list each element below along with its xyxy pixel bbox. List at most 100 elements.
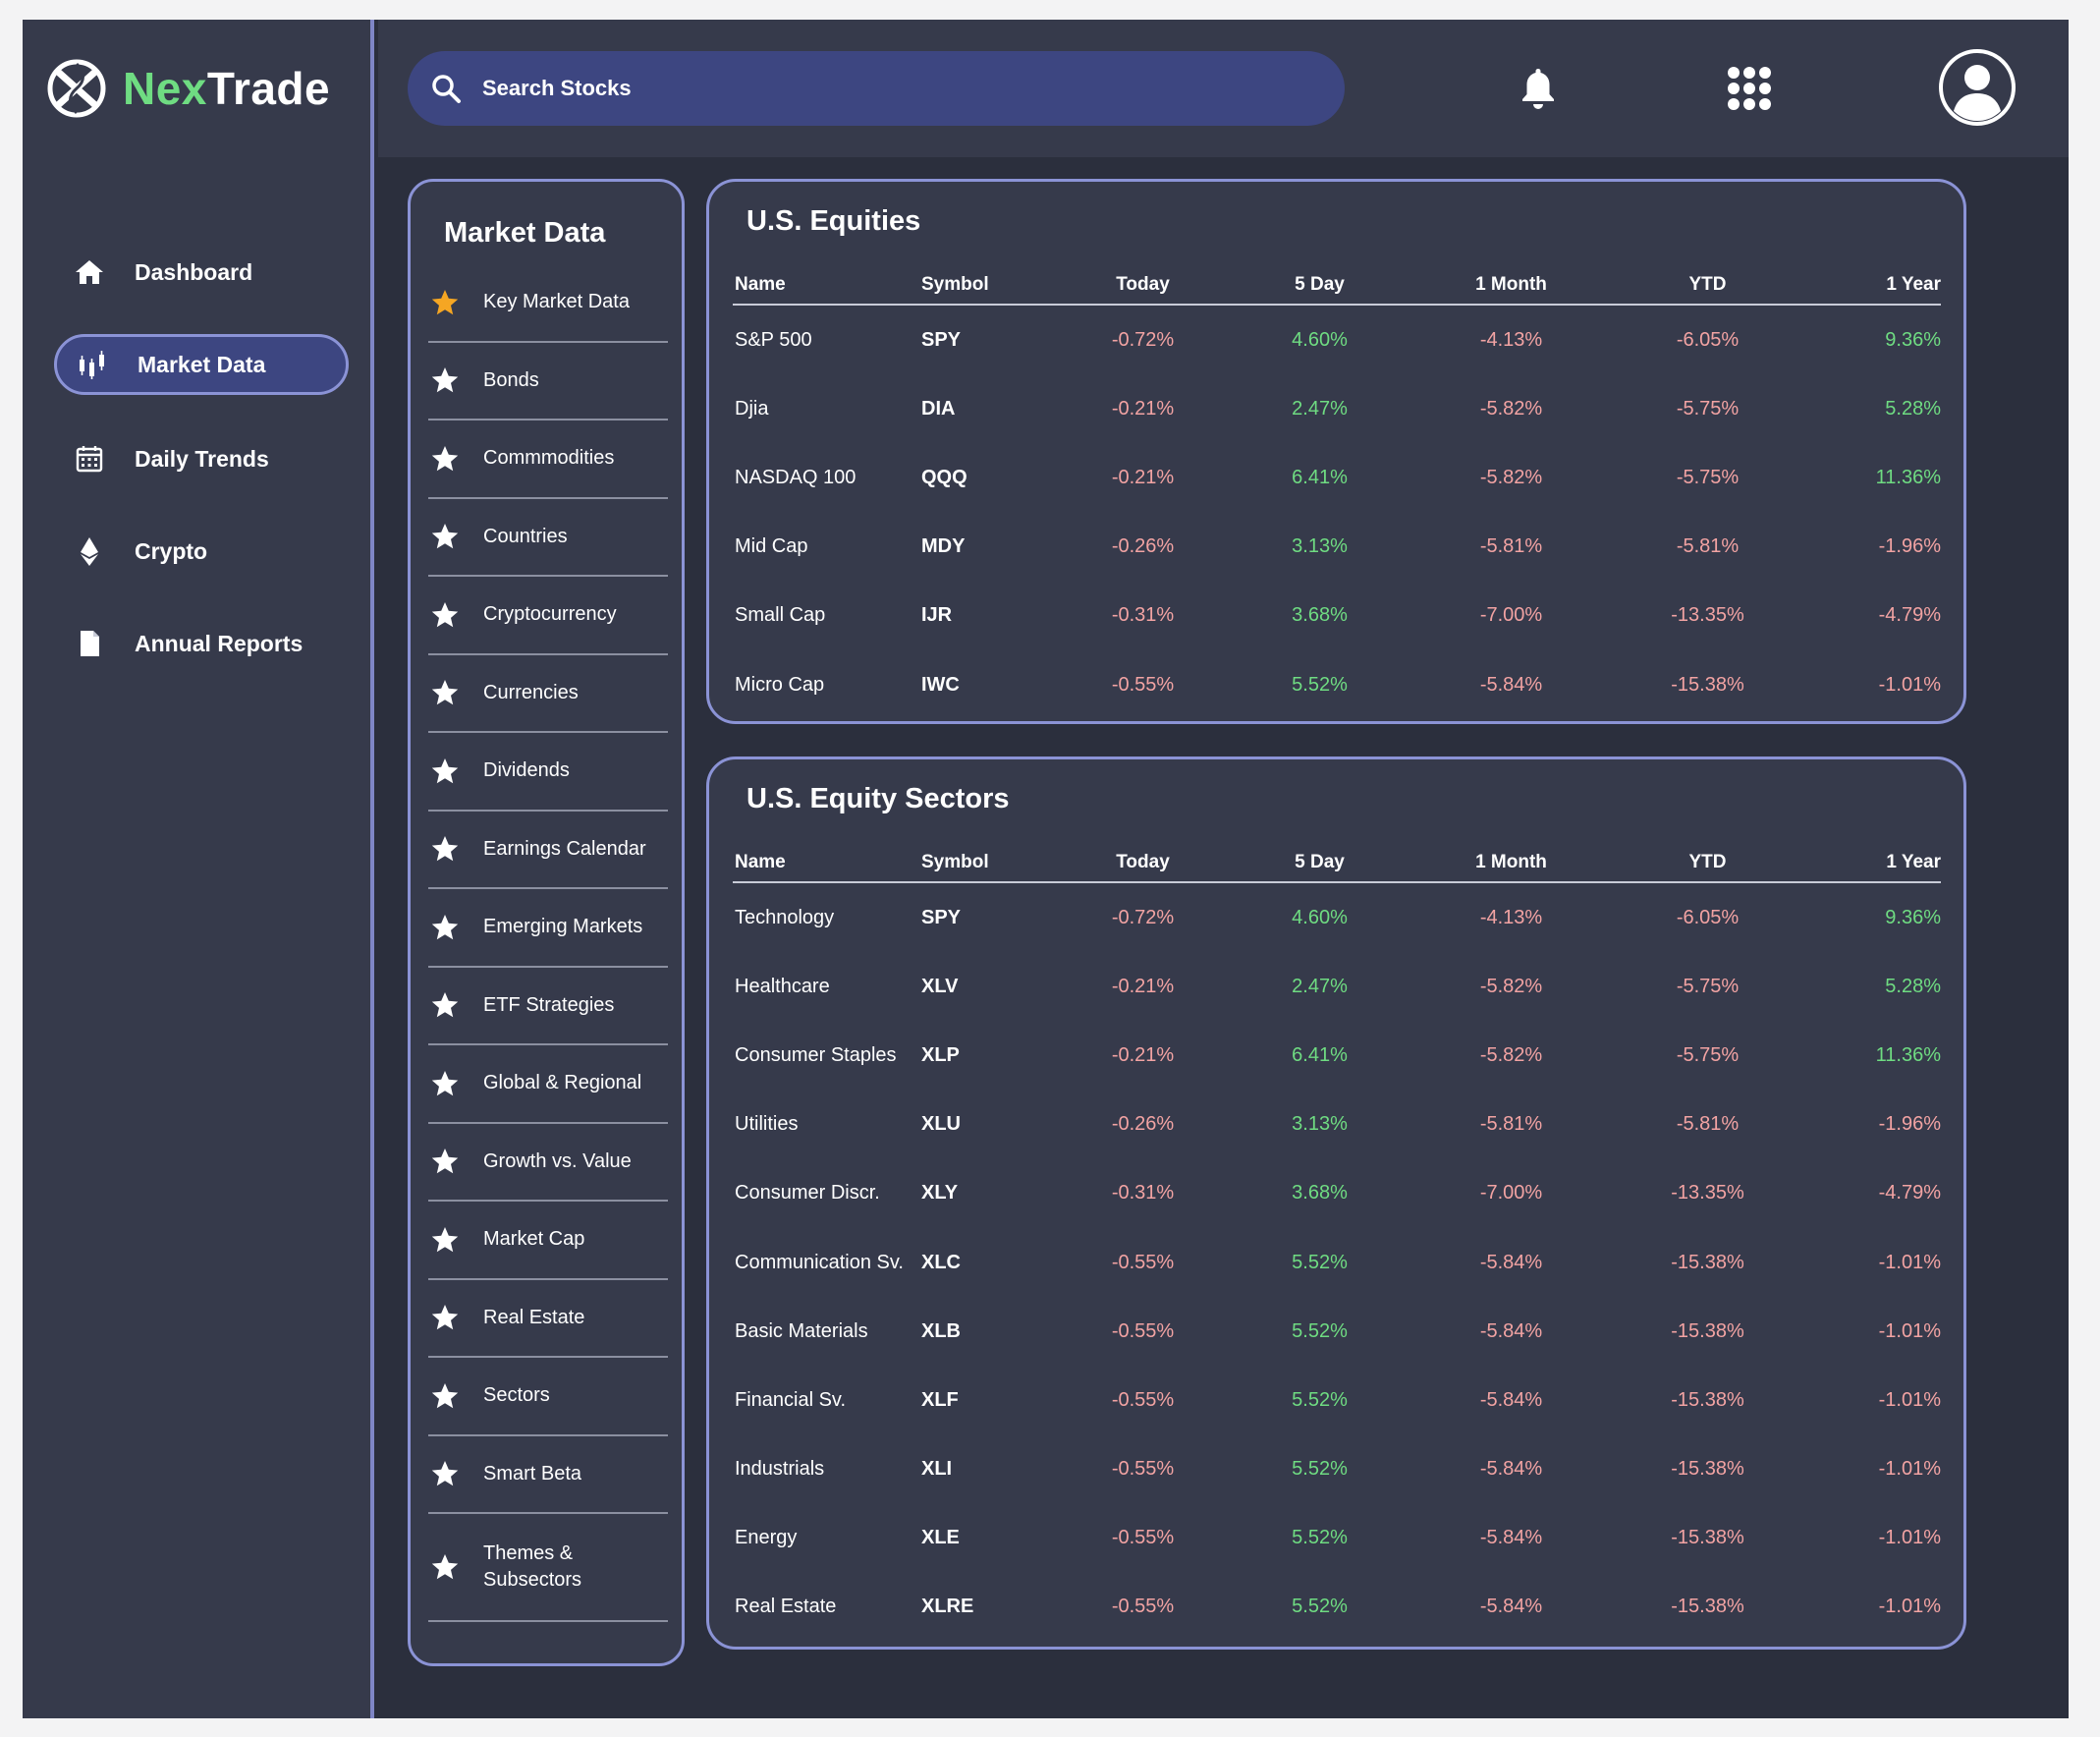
menu-item[interactable]: Currencies	[428, 655, 668, 733]
table-row[interactable]: Industrials XLI -0.55% 5.52% -5.84% -15.38% -1…	[733, 1435, 1941, 1504]
table-row[interactable]: Djia DIA -0.21% 2.47% -5.82% -5.75% 5.28%	[733, 374, 1941, 443]
star-icon[interactable]	[430, 444, 460, 474]
column-header[interactable]: YTD	[1688, 852, 1727, 872]
star-icon[interactable]	[430, 1069, 460, 1098]
column-header[interactable]: Today	[1116, 274, 1170, 295]
star-icon[interactable]	[430, 522, 460, 551]
nav-crypto[interactable]: Crypto	[54, 521, 349, 582]
column-header[interactable]: Symbol	[921, 274, 989, 295]
cell-name: S&P 500	[735, 328, 812, 351]
star-icon[interactable]	[430, 1225, 460, 1255]
equities-table: Name Symbol Today 5 Day 1 Month YTD 1 Year S&P…	[733, 266, 1941, 719]
star-icon[interactable]	[430, 288, 460, 317]
table-row[interactable]: Utilities XLU -0.26% 3.13% -5.81% -5.81% -1.96…	[733, 1091, 1941, 1159]
table-row[interactable]: NASDAQ 100 QQQ -0.21% 6.41% -5.82% -5.75% 11.3…	[733, 443, 1941, 512]
cell-symbol: XLU	[921, 1113, 961, 1136]
cell-value: -5.84%	[1479, 1527, 1543, 1549]
table-row[interactable]: Energy XLE -0.55% 5.52% -5.84% -15.38% -1.01%	[733, 1504, 1941, 1573]
star-icon[interactable]	[430, 1459, 460, 1488]
column-header[interactable]: 1 Month	[1475, 274, 1547, 295]
table-row[interactable]: Financial Sv. XLF -0.55% 5.52% -5.84% -15.38%…	[733, 1366, 1941, 1434]
table-row[interactable]: Mid Cap MDY -0.26% 3.13% -5.81% -5.81% -1.96%	[733, 513, 1941, 582]
nav-dashboard[interactable]: Dashboard	[54, 242, 349, 303]
menu-item[interactable]: Themes & Subsectors	[428, 1514, 668, 1622]
table-row[interactable]: S&P 500 SPY -0.72% 4.60% -4.13% -6.05% 9.36%	[733, 306, 1941, 374]
star-icon[interactable]	[430, 1381, 460, 1411]
cell-symbol: IJR	[921, 604, 953, 627]
star-icon[interactable]	[430, 1552, 460, 1582]
table-row[interactable]: Real Estate XLRE -0.55% 5.52% -5.84% -15.38% -…	[733, 1573, 1941, 1642]
cell-value: -0.31%	[1111, 1182, 1175, 1205]
column-header[interactable]: 1 Month	[1475, 852, 1547, 872]
cell-name: Communication Sv.	[735, 1251, 904, 1273]
column-header[interactable]: Symbol	[921, 852, 989, 872]
menu-item[interactable]: Bonds	[428, 343, 668, 420]
star-icon[interactable]	[430, 365, 460, 395]
menu-item-label: Currencies	[483, 681, 579, 703]
menu-item-label: Commmodities	[483, 447, 615, 470]
menu-item-label: ETF Strategies	[483, 993, 615, 1016]
cell-value: 4.60%	[1292, 906, 1348, 928]
user-avatar[interactable]	[1938, 48, 2017, 127]
menu-item[interactable]: Global & Regional	[428, 1045, 668, 1124]
star-icon[interactable]	[430, 1147, 460, 1176]
menu-item[interactable]: Countries	[428, 499, 668, 577]
table-body: Technology SPY -0.72% 4.60% -4.13% -6.05% 9.36…	[733, 883, 1941, 1642]
table-row[interactable]: Small Cap IJR -0.31% 3.68% -7.00% -13.35% -4.7…	[733, 582, 1941, 650]
column-header[interactable]: YTD	[1688, 274, 1727, 295]
menu-item[interactable]: Dividends	[428, 733, 668, 812]
cell-symbol: XLE	[921, 1527, 960, 1549]
menu-item[interactable]: Key Market Data	[428, 264, 668, 343]
star-icon[interactable]	[430, 1303, 460, 1332]
star-icon[interactable]	[430, 678, 460, 707]
nav-market-data[interactable]: Market Data	[54, 334, 349, 395]
column-header[interactable]: Name	[735, 852, 786, 872]
cell-value: -5.75%	[1676, 397, 1740, 420]
logo[interactable]: NexTrade	[46, 55, 330, 122]
column-header[interactable]: 5 Day	[1295, 274, 1345, 295]
menu-item[interactable]: Market Cap	[428, 1202, 668, 1280]
star-icon[interactable]	[430, 600, 460, 630]
menu-item[interactable]: Earnings Calendar	[428, 812, 668, 889]
notifications-button[interactable]	[1511, 61, 1566, 116]
search-bar[interactable]	[408, 51, 1345, 126]
cell-name: Real Estate	[735, 1596, 837, 1618]
cell-value: -5.84%	[1479, 1596, 1543, 1618]
menu-item[interactable]: Smart Beta	[428, 1436, 668, 1514]
table-row[interactable]: Technology SPY -0.72% 4.60% -4.13% -6.05% 9.36…	[733, 883, 1941, 952]
menu-item[interactable]: Commmodities	[428, 420, 668, 499]
table-row[interactable]: Micro Cap IWC -0.55% 5.52% -5.84% -15.38% -1.0…	[733, 650, 1941, 719]
nav-annual-reports[interactable]: Annual Reports	[54, 613, 349, 674]
column-header[interactable]: 5 Day	[1295, 852, 1345, 872]
menu-item[interactable]: ETF Strategies	[428, 968, 668, 1045]
column-header[interactable]: Today	[1116, 852, 1170, 872]
cell-symbol: XLC	[921, 1251, 961, 1273]
apps-menu-button[interactable]	[1722, 61, 1777, 116]
column-header[interactable]: Name	[735, 274, 786, 295]
cell-value: 3.68%	[1292, 1182, 1348, 1205]
cell-name: Technology	[735, 906, 835, 928]
menu-item[interactable]: Growth vs. Value	[428, 1124, 668, 1202]
menu-item[interactable]: Sectors	[428, 1358, 668, 1436]
cell-name: Micro Cap	[735, 673, 825, 696]
table-row[interactable]: Basic Materials XLB -0.55% 5.52% -5.84% -15.3…	[733, 1297, 1941, 1366]
menu-item[interactable]: Real Estate	[428, 1280, 668, 1358]
nav-daily-trends[interactable]: Daily Trends	[54, 428, 349, 489]
table-row[interactable]: Consumer Discr. XLY -0.31% 3.68% -7.00% -13.3…	[733, 1159, 1941, 1228]
cell-value: -15.38%	[1671, 1458, 1744, 1481]
cell-symbol: XLP	[921, 1043, 960, 1066]
menu-item[interactable]: Cryptocurrency	[428, 577, 668, 655]
table-row[interactable]: Healthcare XLV -0.21% 2.47% -5.82% -5.75% 5.28…	[733, 952, 1941, 1021]
column-header[interactable]: 1 Year	[1886, 852, 1941, 872]
star-icon[interactable]	[430, 990, 460, 1020]
table-row[interactable]: Communication Sv. XLC -0.55% 5.52% -5.84% -15…	[733, 1228, 1941, 1297]
menu-item[interactable]: Emerging Markets	[428, 889, 668, 968]
column-header[interactable]: 1 Year	[1886, 274, 1941, 295]
table-row[interactable]: Consumer Staples XLP -0.21% 6.41% -5.82% -5.7…	[733, 1021, 1941, 1090]
cell-value: -5.82%	[1479, 466, 1543, 488]
cell-value: -15.38%	[1671, 673, 1744, 696]
search-input[interactable]	[482, 76, 1288, 101]
star-icon[interactable]	[430, 756, 460, 786]
star-icon[interactable]	[430, 834, 460, 864]
star-icon[interactable]	[430, 913, 460, 942]
